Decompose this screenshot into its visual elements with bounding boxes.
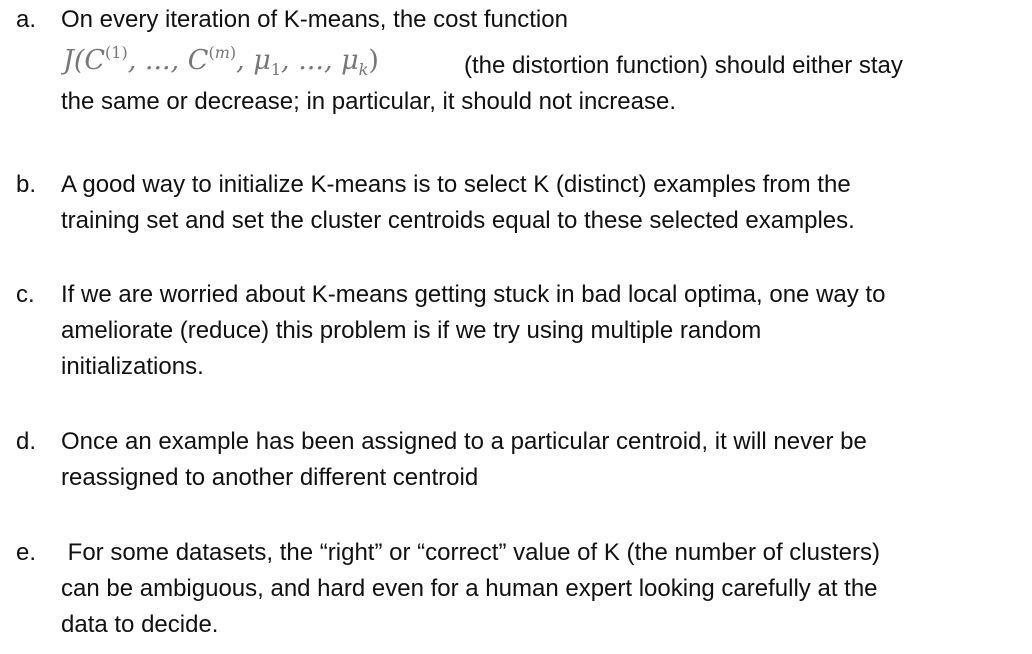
option-line: (the distortion function) should either … — [464, 52, 903, 79]
cost-function-formula: J(C(1), ..., C(m), μ1, ..., μk) — [61, 43, 379, 79]
option-line: training set and set the cluster centroi… — [61, 207, 855, 234]
option-line: Once an example has been assigned to a p… — [61, 428, 867, 455]
option-text: Once an example has been assigned to a p… — [61, 424, 1026, 496]
option-line: can be ambiguous, and hard even for a hu… — [61, 575, 878, 602]
option-line: initializations. — [61, 353, 204, 380]
option-marker: e. — [16, 539, 37, 566]
formula-row: J(C(1), ..., C(m), μ1, ..., μk) (the dis… — [61, 38, 1026, 84]
option-marker: a. — [16, 6, 37, 33]
option-text: On every iteration of K-means, the cost … — [61, 2, 1026, 120]
option-text: For some datasets, the “right” or “corre… — [61, 535, 1026, 643]
option-text: A good way to initialize K-means is to s… — [61, 167, 1026, 239]
option-line: data to decide. — [61, 611, 219, 638]
option-line: On every iteration of K-means, the cost … — [61, 6, 568, 33]
option-line: If we are worried about K-means getting … — [61, 281, 886, 308]
option-marker: b. — [16, 171, 37, 198]
option-marker: c. — [16, 281, 35, 308]
cost-function-formula-text: J(C(1), ..., C(m), μ1, ..., μk) — [61, 43, 379, 79]
option-marker: d. — [16, 428, 37, 455]
option-line: reassigned to another different centroid — [61, 464, 479, 491]
option-line: For some datasets, the “right” or “corre… — [61, 539, 880, 566]
option-text: If we are worried about K-means getting … — [61, 277, 1026, 385]
option-line: A good way to initialize K-means is to s… — [61, 171, 851, 198]
option-line: the same or decrease; in particular, it … — [61, 88, 676, 115]
option-line: ameliorate (reduce) this problem is if w… — [61, 317, 762, 344]
